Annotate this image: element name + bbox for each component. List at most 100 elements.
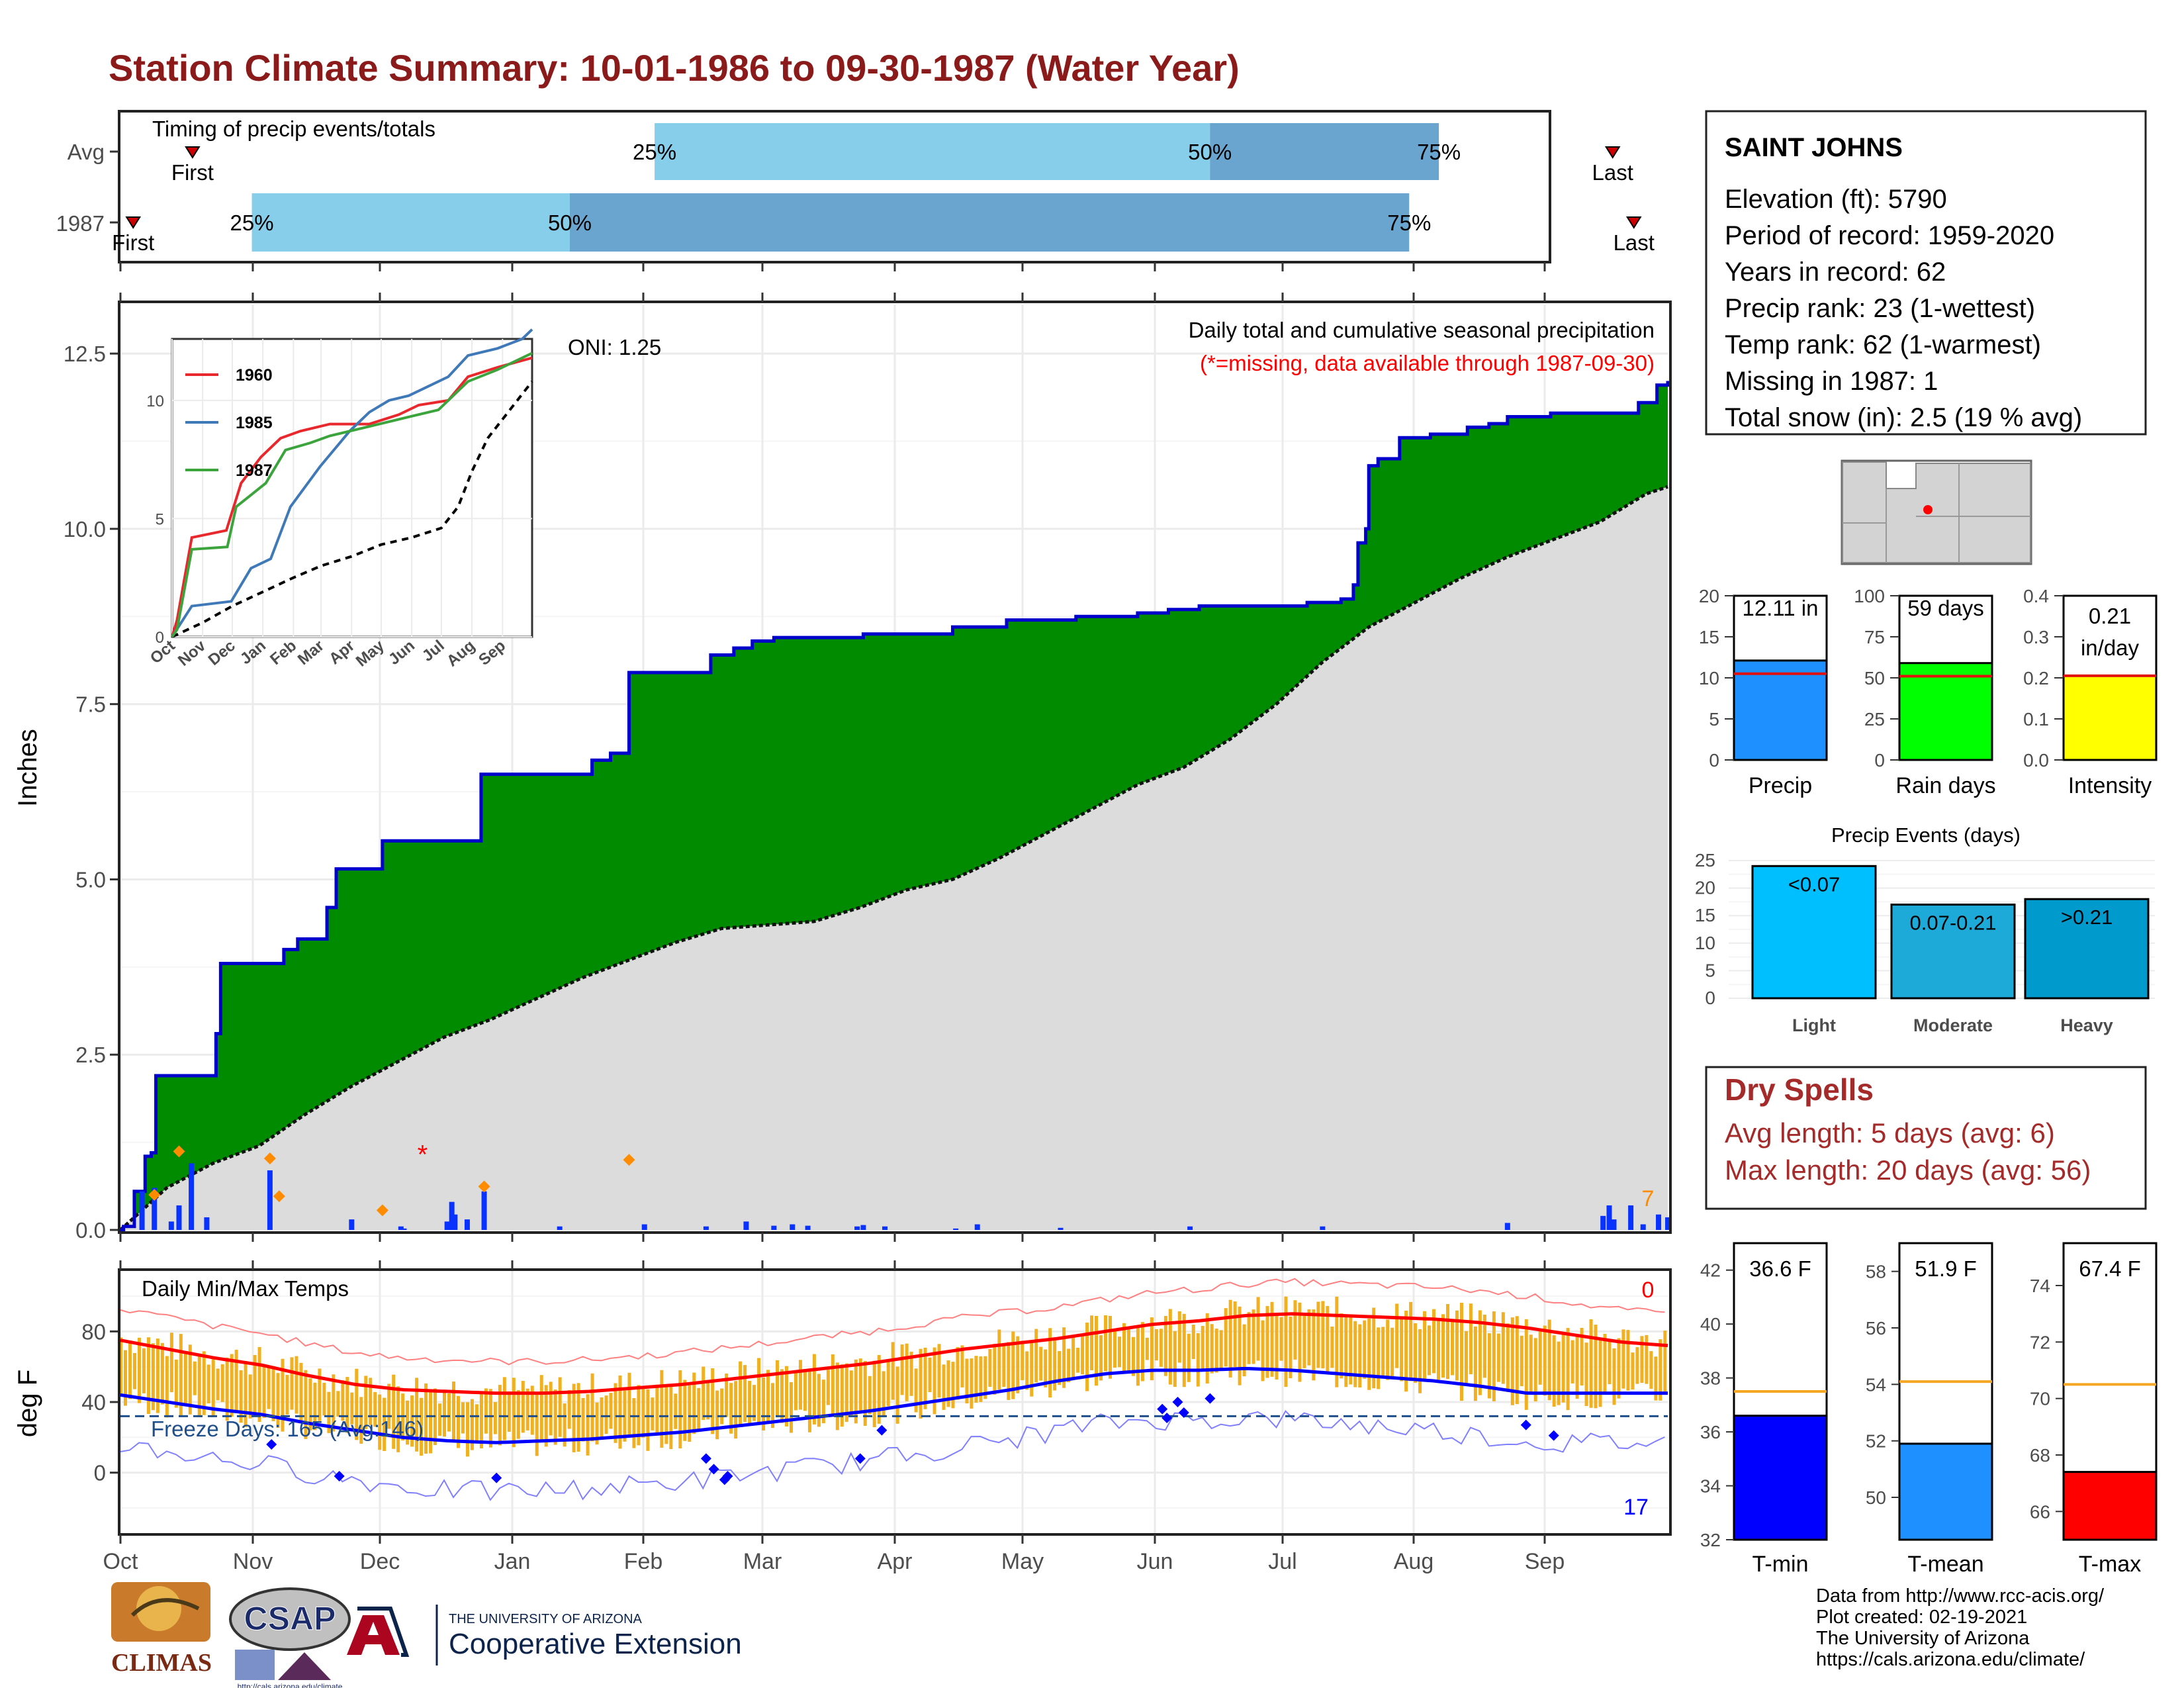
- daily-precip-bar: [444, 1221, 450, 1230]
- temp-range-bar: [692, 1372, 696, 1434]
- record-low-marker: [1520, 1419, 1531, 1430]
- daily-precip-bar: [176, 1205, 182, 1230]
- daily-precip-bar: [1606, 1205, 1612, 1230]
- dry-spells-title: Dry Spells: [1725, 1072, 1874, 1107]
- temp-range-bar: [895, 1366, 899, 1424]
- temp-range-bar: [762, 1377, 766, 1430]
- temp-range-bar: [1201, 1326, 1205, 1372]
- temp-ytick-label: 80: [81, 1319, 106, 1344]
- mini-bar-label: Precip: [1749, 773, 1812, 798]
- events-bar-label: >0.21: [2061, 906, 2113, 929]
- temp-range-bar: [664, 1385, 668, 1444]
- temp-range-bar: [1459, 1303, 1463, 1401]
- temp-range-bar: [1395, 1303, 1399, 1368]
- info-line: Precip rank: 23 (1-wettest): [1725, 294, 2035, 323]
- temp-range-bar: [549, 1382, 553, 1436]
- inset-legend-label: 1985: [236, 414, 273, 432]
- temp-range-bar: [771, 1383, 775, 1429]
- temp-range-bar: [849, 1370, 853, 1416]
- temp-range-bar: [202, 1351, 206, 1415]
- temp-range-bar: [539, 1375, 543, 1442]
- temp-range-bar: [1177, 1311, 1181, 1363]
- record-low-marker: [491, 1472, 502, 1483]
- temp-count-top: 0: [1642, 1278, 1655, 1303]
- temp-range-bar: [1321, 1301, 1325, 1369]
- temp-range-bar: [1330, 1327, 1334, 1368]
- daily-precip-bar: [168, 1221, 174, 1230]
- events-bar-heavy: [2024, 898, 2150, 1000]
- temp-bar-ytick: 34: [1700, 1476, 1721, 1497]
- temp-range-bar: [706, 1382, 710, 1420]
- first-marker-1987: [125, 216, 142, 229]
- mini-bar-ytick: 50: [1864, 668, 1885, 688]
- temp-range-bar: [507, 1391, 511, 1432]
- precip-ytick-label: 12.5: [64, 342, 106, 366]
- temp-range-bar: [1154, 1329, 1158, 1361]
- temp-range-bar: [308, 1378, 312, 1430]
- precip-y-label: Inches: [13, 729, 42, 807]
- temp-bar-value: 36.6 F: [1749, 1256, 1811, 1281]
- daily-precip-bar: [481, 1191, 487, 1230]
- mini-bar-label: Intensity: [2068, 773, 2152, 798]
- temp-range-bar: [655, 1384, 659, 1436]
- temp-range-bar: [438, 1403, 442, 1436]
- footer-line: Plot created: 02-19-2021: [1816, 1607, 2027, 1628]
- temp-range-bar: [979, 1356, 983, 1402]
- temp-range-bar: [225, 1357, 229, 1421]
- temp-range-bar: [1626, 1330, 1630, 1391]
- temp-range-bar: [267, 1365, 271, 1409]
- temp-range-bar: [1081, 1334, 1085, 1375]
- daily-precip-bar: [398, 1226, 404, 1230]
- temp-range-bar: [1131, 1336, 1135, 1376]
- temp-range-bar: [937, 1344, 941, 1398]
- temp-range-bar: [359, 1397, 363, 1444]
- temp-range-bar: [905, 1343, 909, 1401]
- temp-range-bar: [1372, 1307, 1376, 1389]
- daily-precip-bar: [204, 1217, 210, 1230]
- record-low-marker: [1205, 1393, 1216, 1404]
- temp-range-bar: [281, 1358, 285, 1432]
- temp-range-bar: [392, 1374, 396, 1449]
- daily-precip-bar: [641, 1224, 647, 1230]
- daily-precip-bar: [1187, 1226, 1193, 1230]
- climatology-line: [119, 485, 1668, 1231]
- temp-range-bar: [784, 1366, 788, 1427]
- temp-range-bar: [789, 1382, 793, 1433]
- daily-precip-bar: [349, 1219, 355, 1230]
- temp-range-bar: [1048, 1328, 1052, 1398]
- temp-range-bar: [965, 1358, 969, 1404]
- temp-range-bar: [1224, 1308, 1228, 1367]
- temp-range-bar: [1205, 1313, 1209, 1384]
- temp-range-bar: [1358, 1324, 1362, 1388]
- temp-range-bar: [576, 1383, 580, 1452]
- mini-bar-ytick: 0.2: [2023, 668, 2049, 688]
- daily-precip-bar: [189, 1163, 195, 1230]
- temp-bar-ytick: 70: [2030, 1389, 2050, 1409]
- temp-range-bar: [234, 1350, 238, 1411]
- temp-range-bar: [928, 1357, 932, 1393]
- temp-range-bar: [886, 1359, 890, 1407]
- temp-range-bar: [1635, 1347, 1639, 1384]
- temp-range-bar: [1409, 1301, 1413, 1382]
- events-title: Precip Events (days): [1831, 823, 2021, 847]
- temp-range-bar: [1062, 1327, 1066, 1388]
- inset-average-line: [171, 381, 533, 638]
- temp-range-bar: [641, 1387, 645, 1438]
- temp-range-bar: [581, 1397, 585, 1442]
- temp-range-bar: [1538, 1329, 1542, 1385]
- info-line: Period of record: 1959-2020: [1725, 221, 2054, 250]
- record-low-marker: [334, 1471, 345, 1481]
- temp-range-bar: [1191, 1325, 1195, 1359]
- temp-range-bar: [553, 1389, 557, 1445]
- mini-bar-ytick: 25: [1864, 709, 1885, 729]
- temp-bar-ytick: 56: [1866, 1318, 1886, 1338]
- temp-range-bar: [1344, 1316, 1348, 1387]
- events-bar-label: 0.07-0.21: [1910, 912, 1997, 935]
- temp-range-bar: [355, 1368, 359, 1440]
- temp-range-bar: [1187, 1333, 1191, 1382]
- precip-marker: [273, 1190, 285, 1203]
- temp-range-bar: [276, 1373, 280, 1428]
- footer-line: The University of Arizona: [1816, 1628, 2030, 1649]
- temp-bar-t-mean: [1898, 1442, 1993, 1541]
- temp-ytick-label: 0: [94, 1461, 106, 1485]
